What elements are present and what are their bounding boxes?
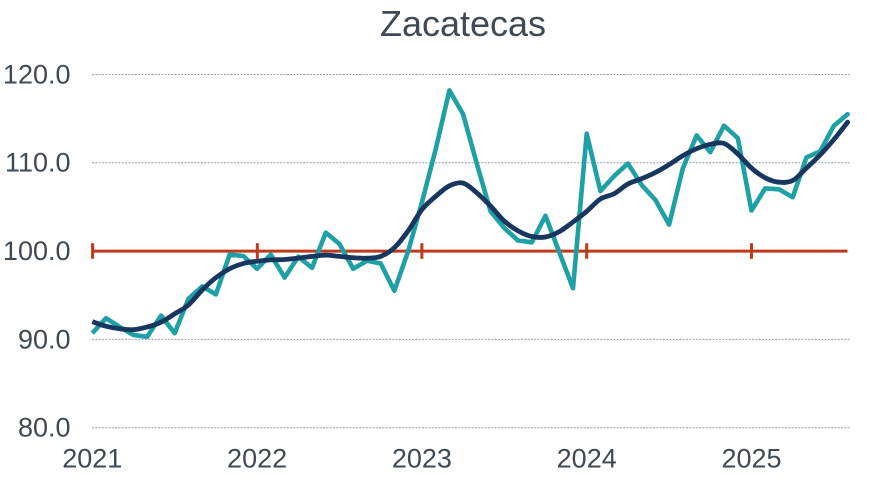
svg-text:2025: 2025	[721, 444, 781, 474]
svg-text:Zacatecas: Zacatecas	[380, 3, 546, 44]
svg-text:2022: 2022	[227, 444, 287, 474]
svg-text:120.0: 120.0	[3, 59, 71, 89]
svg-text:2024: 2024	[557, 444, 617, 474]
svg-text:90.0: 90.0	[18, 324, 71, 354]
svg-text:2023: 2023	[392, 444, 452, 474]
svg-text:2021: 2021	[62, 444, 122, 474]
svg-text:100.0: 100.0	[3, 236, 71, 266]
svg-text:110.0: 110.0	[5, 148, 71, 178]
svg-text:80.0: 80.0	[18, 413, 71, 443]
